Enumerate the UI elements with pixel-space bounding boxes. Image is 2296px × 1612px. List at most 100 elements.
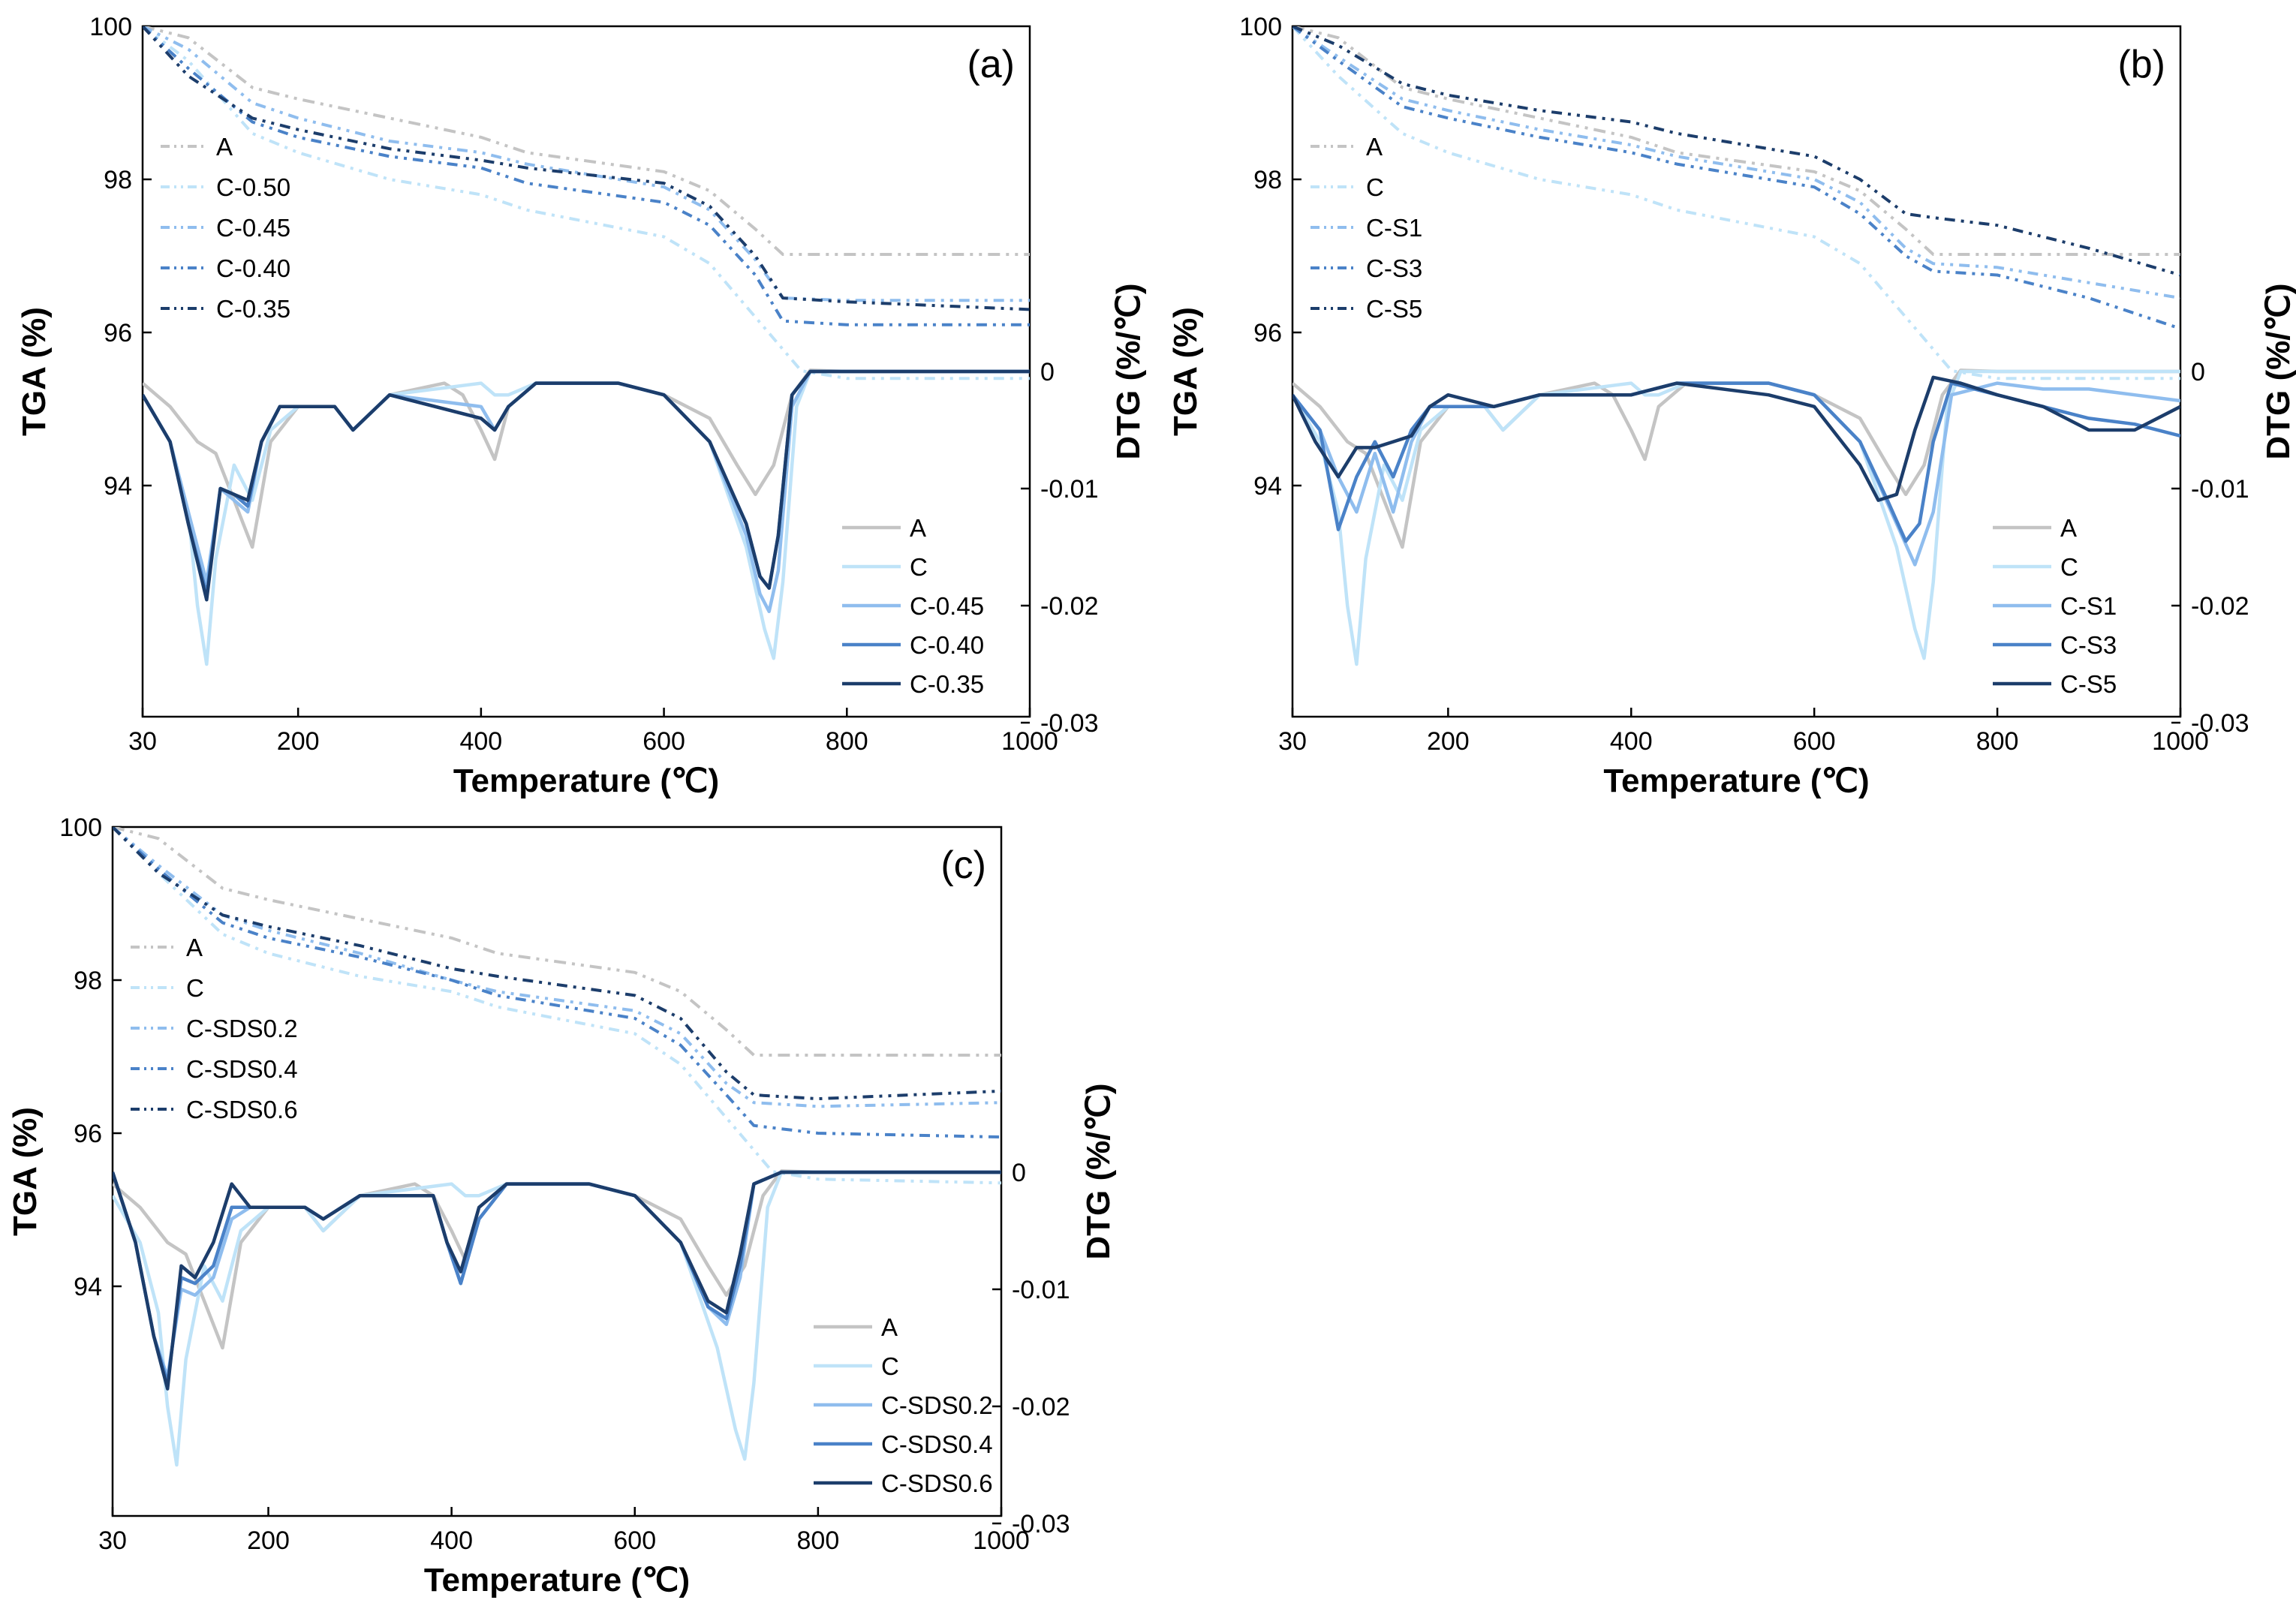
x-tick-label: 600 bbox=[1793, 727, 1836, 756]
tga-line-C-0.35 bbox=[143, 26, 1030, 311]
tga-line-C-S1 bbox=[1292, 26, 2180, 300]
tga-tick-label: 98 bbox=[1253, 166, 1282, 194]
dtg-tick-label: -0.03 bbox=[2191, 709, 2249, 738]
dtg-tick-label: -0.01 bbox=[1040, 475, 1099, 504]
dtg-line-C-0.40 bbox=[143, 369, 1030, 596]
dtg-legend-label: A bbox=[2060, 514, 2077, 542]
x-tick-label: 200 bbox=[1427, 727, 1470, 756]
x-tick-label: 400 bbox=[1610, 727, 1653, 756]
dtg-legend-label: C bbox=[881, 1352, 899, 1380]
dtg-legend-label: C bbox=[2060, 553, 2078, 581]
dtg-axis-title: DTG (%/℃) bbox=[1080, 1083, 1117, 1259]
tga-tick-label: 100 bbox=[89, 13, 132, 41]
tga-line-C-0.50 bbox=[143, 26, 1030, 380]
dtg-line-C-0.35 bbox=[143, 369, 1030, 602]
x-tick-label: 200 bbox=[247, 1526, 290, 1555]
panel-0: 30 200 400 600 800 10009496981000-0.01-0.02-0… bbox=[16, 13, 1147, 799]
dtg-legend-label: C-SDS0.2 bbox=[881, 1391, 993, 1419]
tga-line-A bbox=[1292, 26, 2180, 256]
tga-line-C-S5 bbox=[1292, 26, 2180, 277]
x-axis-title: Temperature (℃) bbox=[1603, 762, 1869, 799]
x-tick-label: 400 bbox=[430, 1526, 473, 1555]
dtg-legend-label: C-S5 bbox=[2060, 670, 2117, 698]
tga-line-C-S3 bbox=[1292, 26, 2180, 330]
x-tick-label: 800 bbox=[1976, 727, 2019, 756]
dtg-line-A bbox=[143, 368, 1030, 549]
tga-legend-label: C-SDS0.2 bbox=[186, 1015, 298, 1042]
tga-axis-title: TGA (%) bbox=[1167, 307, 1204, 436]
dtg-legend-label: A bbox=[910, 514, 926, 542]
dtg-legend-label: C-0.40 bbox=[910, 631, 984, 659]
dtg-line-C bbox=[143, 369, 1030, 666]
panel-2: 30 200 400 600 800 10009496981000-0.01-0.02-0… bbox=[7, 814, 1117, 1598]
tga-legend-label: C-0.50 bbox=[216, 173, 290, 201]
tga-legend-label: C bbox=[1366, 173, 1384, 201]
plot-area bbox=[143, 26, 1030, 666]
dtg-legend-label: C-0.35 bbox=[910, 670, 984, 698]
tga-legend-label: A bbox=[216, 133, 233, 161]
dtg-axis-title: DTG (%/℃) bbox=[2260, 283, 2296, 459]
tga-legend-label: C bbox=[186, 974, 204, 1002]
dtg-tick-label: -0.03 bbox=[1012, 1510, 1070, 1538]
dtg-tick-label: -0.01 bbox=[1012, 1276, 1070, 1304]
x-tick-label: 800 bbox=[826, 727, 868, 756]
dtg-legend-label: C-S1 bbox=[2060, 592, 2117, 620]
tga-legend-label: C-0.40 bbox=[216, 254, 290, 282]
panel-1: 30 200 400 600 800 10009496981000-0.01-0.02-0… bbox=[1167, 13, 2296, 799]
tga-tick-label: 100 bbox=[1239, 13, 1282, 41]
plot-area bbox=[113, 827, 1001, 1467]
tga-tick-label: 96 bbox=[1253, 319, 1282, 347]
tga-legend-label: C-0.35 bbox=[216, 295, 290, 323]
x-tick-label: 1000 bbox=[973, 1526, 1030, 1555]
tga-axis-title: TGA (%) bbox=[7, 1107, 44, 1236]
dtg-tick-label: 0 bbox=[1012, 1159, 1026, 1187]
x-tick-label: 1000 bbox=[1001, 727, 1058, 756]
tga-tick-label: 96 bbox=[74, 1120, 102, 1148]
tga-tick-label: 98 bbox=[104, 166, 132, 194]
tga-legend-label: C-S3 bbox=[1366, 254, 1422, 282]
tga-tick-label: 94 bbox=[1253, 472, 1282, 501]
tga-legend-label: A bbox=[1366, 133, 1383, 161]
dtg-line-A bbox=[113, 1169, 1001, 1350]
dtg-tick-label: -0.03 bbox=[1040, 709, 1099, 738]
dtg-tick-label: 0 bbox=[1040, 358, 1055, 386]
tga-tick-label: 98 bbox=[74, 967, 102, 995]
dtg-line-C-S5 bbox=[1292, 375, 2180, 502]
tga-legend-label: C-0.45 bbox=[216, 214, 290, 242]
x-axis-title: Temperature (℃) bbox=[424, 1562, 690, 1598]
tga-tick-label: 94 bbox=[104, 472, 132, 501]
dtg-tick-label: 0 bbox=[2191, 358, 2205, 386]
x-tick-label: 600 bbox=[642, 727, 685, 756]
dtg-legend-label: C-SDS0.4 bbox=[881, 1430, 993, 1458]
tga-axis-title: TGA (%) bbox=[16, 307, 53, 436]
tga-tick-label: 100 bbox=[59, 814, 102, 842]
tga-line-C-SDS0.4 bbox=[113, 827, 1001, 1139]
panel-label: (b) bbox=[2117, 43, 2165, 86]
dtg-tick-label: -0.01 bbox=[2191, 475, 2249, 504]
panel-label: (a) bbox=[967, 43, 1015, 86]
plot-area bbox=[1292, 26, 2180, 666]
tga-legend-label: C-S5 bbox=[1366, 295, 1422, 323]
dtg-legend-label: C-S3 bbox=[2060, 631, 2117, 659]
x-tick-label: 400 bbox=[459, 727, 502, 756]
dtg-line-C bbox=[1292, 369, 2180, 666]
dtg-legend-label: C-SDS0.6 bbox=[881, 1469, 993, 1497]
tga-line-C-0.40 bbox=[143, 26, 1030, 326]
dtg-legend-label: C bbox=[910, 553, 928, 581]
tga-line-A bbox=[143, 26, 1030, 256]
x-tick-label: 800 bbox=[797, 1526, 840, 1555]
tga-legend-label: C-SDS0.4 bbox=[186, 1055, 298, 1083]
panel-label: (c) bbox=[940, 844, 986, 887]
dtg-line-C-0.45 bbox=[143, 369, 1030, 614]
x-tick-label: 600 bbox=[613, 1526, 656, 1555]
dtg-tick-label: -0.02 bbox=[1040, 592, 1099, 621]
tga-legend-label: C-SDS0.6 bbox=[186, 1096, 298, 1123]
tga-legend-label: A bbox=[186, 934, 203, 961]
tga-line-A bbox=[113, 827, 1001, 1057]
dtg-axis-title: DTG (%/℃) bbox=[1110, 283, 1147, 459]
tga-line-C-0.45 bbox=[143, 26, 1030, 302]
x-tick-label: 1000 bbox=[2152, 727, 2209, 756]
x-tick-label: 30 bbox=[128, 727, 157, 756]
x-axis-title: Temperature (℃) bbox=[453, 762, 719, 799]
